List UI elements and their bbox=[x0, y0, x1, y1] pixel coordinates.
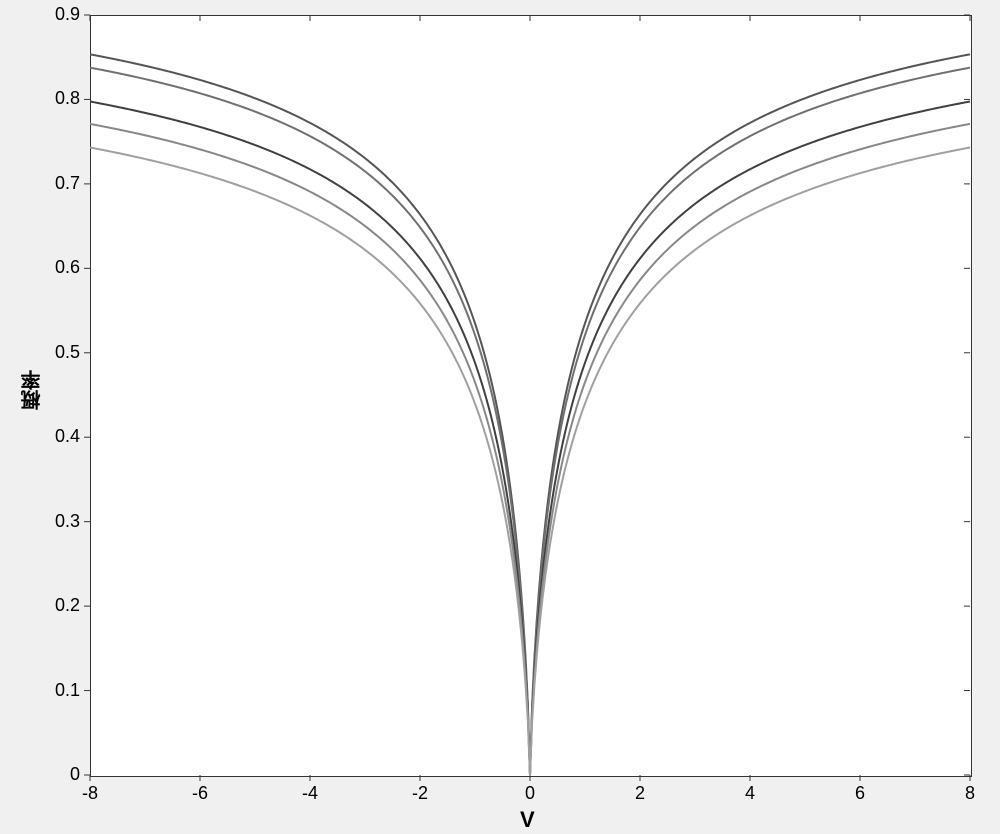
x-axis-label: V bbox=[520, 807, 535, 833]
series-line bbox=[90, 102, 970, 775]
y-tick-label: 0.6 bbox=[55, 257, 80, 278]
x-tick-label: -2 bbox=[405, 783, 435, 804]
chart-svg bbox=[0, 0, 1000, 834]
y-tick-label: 0.3 bbox=[55, 511, 80, 532]
x-tick-label: 2 bbox=[625, 783, 655, 804]
y-tick-label: 0.7 bbox=[55, 173, 80, 194]
y-tick-label: 0.9 bbox=[55, 4, 80, 25]
chart-container: 概率 V -8 -6 -4 -2 0 2 4 6 8 0 0.1 0.2 0.3 0.4 0.5 0.6 0.7… bbox=[0, 0, 1000, 834]
x-tick-label: -6 bbox=[185, 783, 215, 804]
y-tick-label: 0.8 bbox=[55, 88, 80, 109]
y-tick-label: 0.2 bbox=[55, 595, 80, 616]
x-tick-label: 0 bbox=[515, 783, 545, 804]
y-tick-label: 0 bbox=[70, 764, 80, 785]
series-line bbox=[90, 68, 970, 775]
y-axis-label: 概率 bbox=[18, 370, 47, 410]
series-line bbox=[90, 147, 970, 775]
x-tick-label: 4 bbox=[735, 783, 765, 804]
x-tick-label: 8 bbox=[955, 783, 985, 804]
x-tick-label: -4 bbox=[295, 783, 325, 804]
x-tick-label: 6 bbox=[845, 783, 875, 804]
x-tick-label: -8 bbox=[75, 783, 105, 804]
series-line bbox=[90, 124, 970, 775]
y-tick-label: 0.1 bbox=[55, 680, 80, 701]
series-line bbox=[90, 54, 970, 775]
y-tick-label: 0.5 bbox=[55, 342, 80, 363]
y-tick-label: 0.4 bbox=[55, 426, 80, 447]
